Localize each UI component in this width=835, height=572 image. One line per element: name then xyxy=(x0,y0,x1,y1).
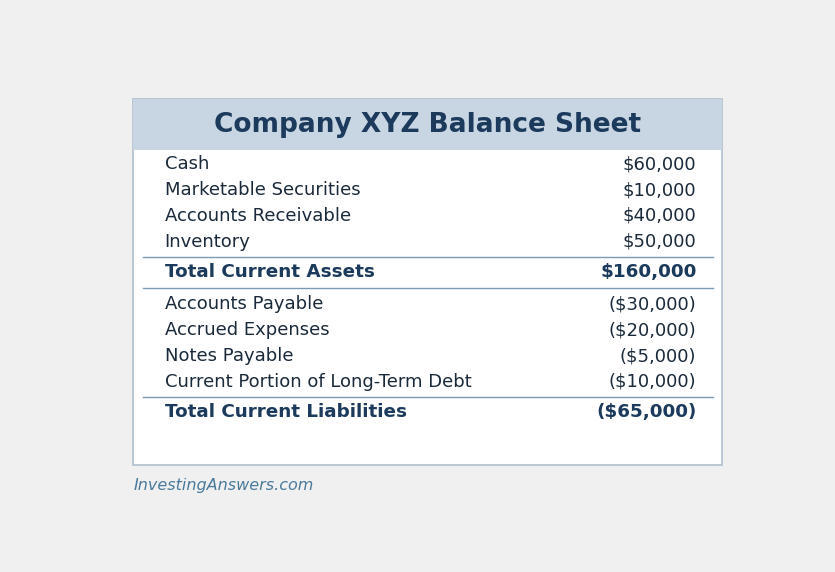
Text: Total Current Liabilities: Total Current Liabilities xyxy=(164,403,407,422)
Text: $50,000: $50,000 xyxy=(623,233,696,251)
Text: ($65,000): ($65,000) xyxy=(596,403,696,422)
Text: Inventory: Inventory xyxy=(164,233,250,251)
Text: Cash: Cash xyxy=(164,156,209,173)
Text: Marketable Securities: Marketable Securities xyxy=(164,181,360,199)
Text: ($10,000): ($10,000) xyxy=(609,373,696,391)
FancyBboxPatch shape xyxy=(134,100,722,465)
Text: Current Portion of Long-Term Debt: Current Portion of Long-Term Debt xyxy=(164,373,471,391)
Text: Company XYZ Balance Sheet: Company XYZ Balance Sheet xyxy=(215,112,641,138)
Text: Notes Payable: Notes Payable xyxy=(164,347,293,365)
Text: $60,000: $60,000 xyxy=(623,156,696,173)
Text: $160,000: $160,000 xyxy=(600,263,696,281)
Text: $40,000: $40,000 xyxy=(623,207,696,225)
Text: $10,000: $10,000 xyxy=(623,181,696,199)
Text: ($5,000): ($5,000) xyxy=(620,347,696,365)
Text: Total Current Assets: Total Current Assets xyxy=(164,263,374,281)
Text: Accounts Payable: Accounts Payable xyxy=(164,296,323,313)
Text: ($30,000): ($30,000) xyxy=(609,296,696,313)
Text: Accrued Expenses: Accrued Expenses xyxy=(164,321,329,339)
Text: InvestingAnswers.com: InvestingAnswers.com xyxy=(134,478,314,493)
FancyBboxPatch shape xyxy=(134,100,722,150)
Text: ($20,000): ($20,000) xyxy=(609,321,696,339)
Text: Accounts Receivable: Accounts Receivable xyxy=(164,207,351,225)
